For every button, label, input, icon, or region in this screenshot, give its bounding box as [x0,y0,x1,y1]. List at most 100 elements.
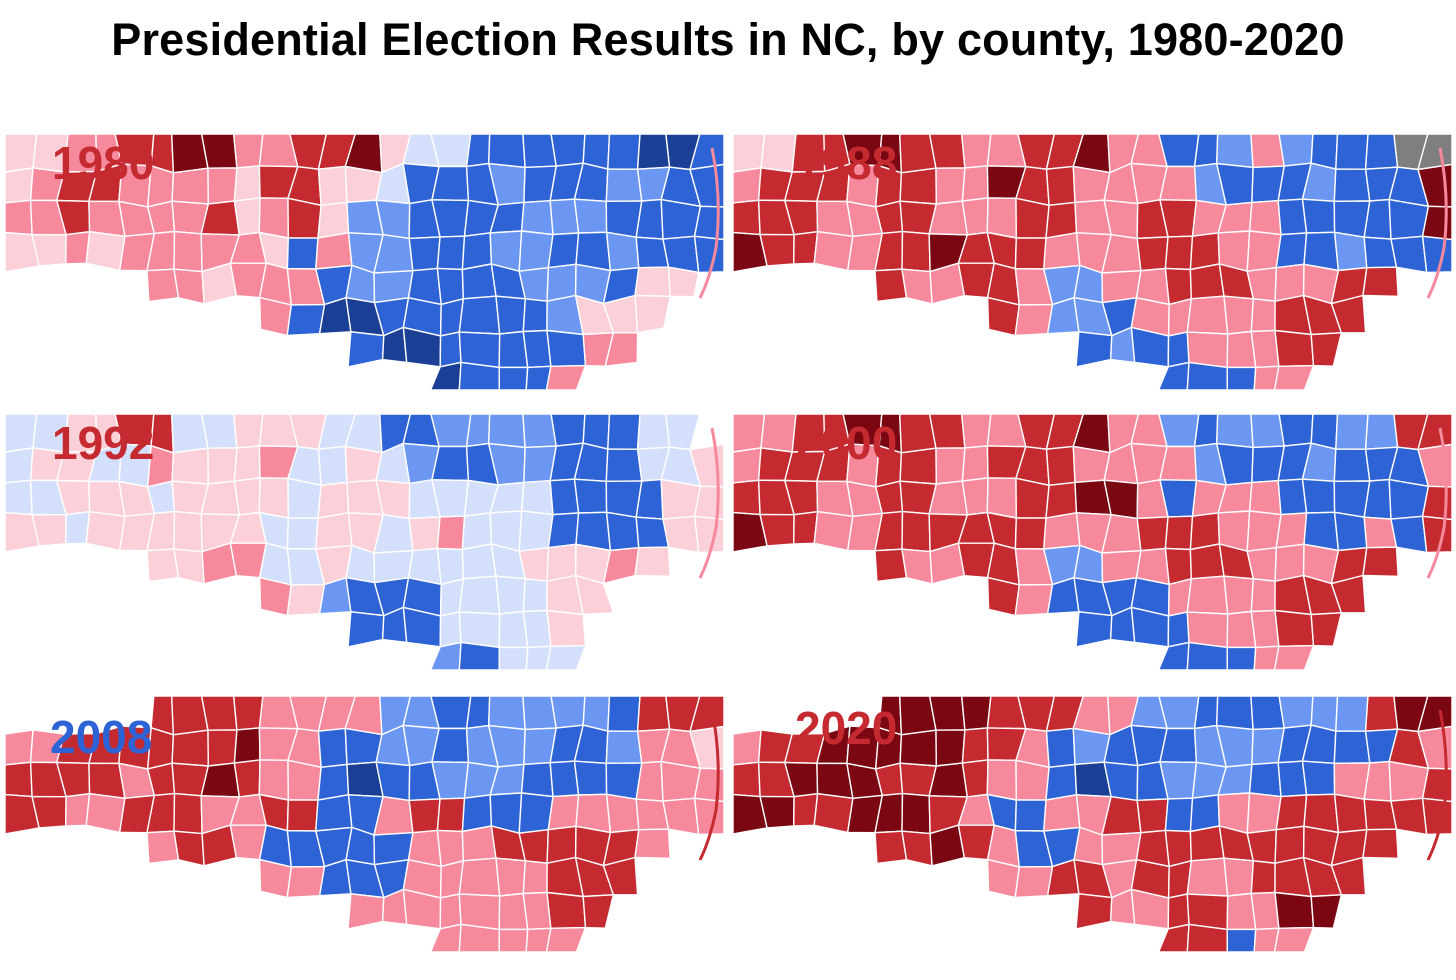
county-shape [431,165,470,202]
county-shape [1250,329,1280,369]
county-shape [928,413,966,449]
county-shape [961,477,989,516]
county-shape [636,413,671,450]
county-shape [636,695,671,732]
county-shape [465,695,491,730]
map-panel-2008: 2008 [0,690,728,980]
county-shape [1159,445,1198,482]
county-shape [1136,236,1169,272]
county-shape [347,893,385,930]
county-shape [315,232,353,270]
county-shape [498,928,529,953]
county-shape [1421,235,1453,274]
county-shape [1164,267,1192,306]
county-shape [518,230,554,272]
county-shape [602,856,639,896]
county-shape [604,332,639,367]
county-shape [935,167,966,205]
county-shape [520,761,554,798]
county-shape [874,830,908,865]
county-shape [173,230,203,273]
county-shape [171,167,210,205]
county-shape [546,891,587,930]
county-shape [549,478,580,516]
page-title: Presidential Election Results in NC, by … [111,14,1345,65]
county-shape [1335,133,1369,170]
county-shape [522,578,548,613]
county-shape [1043,512,1081,550]
county-shape [439,611,462,648]
county-shape [1273,364,1315,391]
county-shape [605,511,640,552]
county-shape [665,413,701,451]
county-shape [458,893,501,931]
county-shape [1073,826,1104,866]
county-shape [732,729,762,766]
county-shape [1014,237,1047,270]
county-shape [173,830,205,867]
county-shape [207,729,238,767]
county-shape [1333,448,1371,483]
county-shape [549,760,580,798]
county-shape [286,799,319,832]
county-shape [1250,860,1276,895]
county-shape [1333,511,1368,552]
county-shape [1226,366,1257,391]
county-shape [287,759,322,801]
year-label: 2020 [795,702,898,754]
county-group [732,695,1453,953]
county-shape [431,727,470,764]
county-shape [1275,232,1308,269]
map-panel-2000: 2000 [728,408,1456,698]
county-shape [4,761,33,798]
county-shape [986,759,1017,801]
county-shape [85,792,126,834]
county-shape [986,858,1020,899]
county-shape [1333,793,1368,834]
county-shape [488,413,526,449]
county-shape [550,695,586,729]
county-shape [545,364,587,391]
county-shape [1167,893,1190,930]
county-shape [1335,413,1369,450]
county-shape [574,574,615,616]
county-shape [173,792,203,835]
county-shape [550,413,586,447]
year-label: 2000 [795,417,898,469]
county-shape [605,730,643,765]
county-shape [1186,857,1229,897]
county-shape [1164,235,1194,271]
county-shape [232,695,264,731]
county-shape [436,797,466,833]
county-shape [1216,413,1254,449]
county-shape [146,830,180,865]
county-shape [258,296,292,337]
county-shape [498,366,529,391]
county-group [732,133,1453,391]
county-shape [1014,799,1047,832]
county-shape [317,481,350,519]
county-shape [347,611,385,648]
county-shape [1015,197,1050,239]
county-shape [899,447,938,485]
county-shape [518,510,554,552]
county-shape [1159,727,1198,764]
county-shape [1301,198,1336,234]
county-shape [317,727,348,769]
county-shape [1136,516,1169,552]
county-map [732,413,1453,671]
county-shape [1223,575,1254,615]
county-shape [200,695,238,731]
county-shape [522,298,548,333]
county-shape [465,133,491,168]
county-shape [317,201,350,239]
county-shape [1310,894,1343,929]
county-shape [4,199,33,236]
county-map [732,695,1453,953]
county-shape [345,544,376,584]
county-shape [436,515,466,551]
county-shape [1226,928,1257,953]
county-shape [286,237,319,270]
county-shape [1186,361,1228,391]
county-shape [1136,798,1169,834]
